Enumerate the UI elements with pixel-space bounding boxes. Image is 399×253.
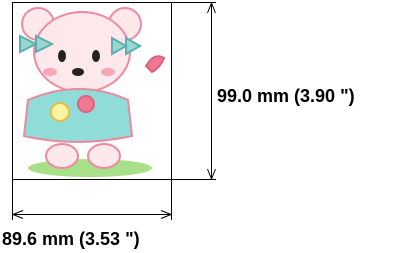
height-dimension: [172, 3, 216, 180]
height-label: 99.0 mm (3.90 "): [217, 86, 355, 106]
design-preview: 99.0 mm (3.90 ") 89.6 mm (3.53 "): [0, 0, 399, 253]
width-dimension: [13, 180, 172, 220]
width-label: 89.6 mm (3.53 "): [2, 229, 140, 249]
page: {"dimensions": {"height": "99.0 mm (3.90…: [0, 0, 399, 253]
